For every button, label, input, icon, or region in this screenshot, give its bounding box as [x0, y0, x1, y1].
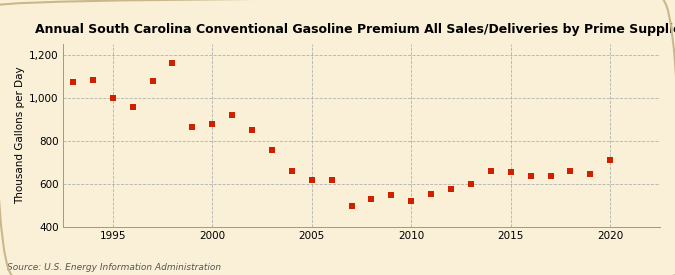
Point	[167, 60, 178, 65]
Point	[207, 122, 217, 126]
Point	[366, 197, 377, 201]
Point	[585, 172, 596, 176]
Point	[147, 79, 158, 83]
Point	[406, 199, 416, 203]
Point	[326, 178, 337, 183]
Point	[485, 169, 496, 173]
Point	[246, 128, 257, 132]
Point	[306, 178, 317, 183]
Point	[127, 104, 138, 109]
Point	[87, 78, 98, 82]
Y-axis label: Thousand Gallons per Day: Thousand Gallons per Day	[15, 67, 25, 204]
Point	[565, 169, 576, 173]
Point	[386, 193, 397, 198]
Point	[446, 187, 456, 191]
Point	[525, 174, 536, 178]
Text: Source: U.S. Energy Information Administration: Source: U.S. Energy Information Administ…	[7, 263, 221, 272]
Point	[267, 148, 277, 153]
Point	[426, 192, 437, 197]
Point	[466, 182, 477, 186]
Point	[506, 170, 516, 174]
Point	[545, 174, 556, 178]
Point	[227, 113, 238, 117]
Title: Annual South Carolina Conventional Gasoline Premium All Sales/Deliveries by Prim: Annual South Carolina Conventional Gasol…	[35, 23, 675, 36]
Point	[286, 169, 297, 173]
Point	[187, 125, 198, 129]
Point	[107, 96, 118, 101]
Point	[346, 204, 357, 208]
Point	[605, 158, 616, 162]
Point	[68, 80, 78, 84]
